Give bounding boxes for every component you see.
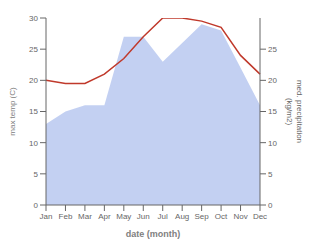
- svg-text:Mar: Mar: [78, 212, 92, 221]
- svg-text:20: 20: [268, 76, 277, 85]
- svg-text:May: May: [116, 212, 131, 221]
- svg-text:15: 15: [268, 107, 277, 116]
- svg-text:Apr: Apr: [98, 212, 111, 221]
- svg-text:15: 15: [29, 107, 38, 116]
- svg-text:Jul: Jul: [158, 212, 168, 221]
- svg-text:Feb: Feb: [59, 212, 73, 221]
- svg-text:Aug: Aug: [175, 212, 189, 221]
- svg-text:date (month): date (month): [126, 229, 181, 239]
- svg-text:med. precipitation(kg/m2): med. precipitation(kg/m2): [285, 80, 304, 143]
- svg-text:25: 25: [268, 45, 277, 54]
- svg-text:0: 0: [34, 201, 39, 210]
- svg-text:max temp (C): max temp (C): [8, 87, 17, 136]
- svg-text:Nov: Nov: [233, 212, 247, 221]
- svg-text:Jun: Jun: [137, 212, 150, 221]
- svg-text:10: 10: [29, 139, 38, 148]
- svg-text:Oct: Oct: [215, 212, 228, 221]
- svg-text:Dec: Dec: [253, 212, 267, 221]
- svg-text:25: 25: [29, 45, 38, 54]
- svg-text:20: 20: [29, 76, 38, 85]
- svg-text:10: 10: [268, 139, 277, 148]
- svg-text:5: 5: [34, 170, 39, 179]
- svg-text:30: 30: [29, 14, 38, 23]
- svg-text:5: 5: [268, 170, 273, 179]
- svg-text:Sep: Sep: [195, 212, 210, 221]
- svg-text:0: 0: [268, 201, 273, 210]
- svg-text:Jan: Jan: [40, 212, 53, 221]
